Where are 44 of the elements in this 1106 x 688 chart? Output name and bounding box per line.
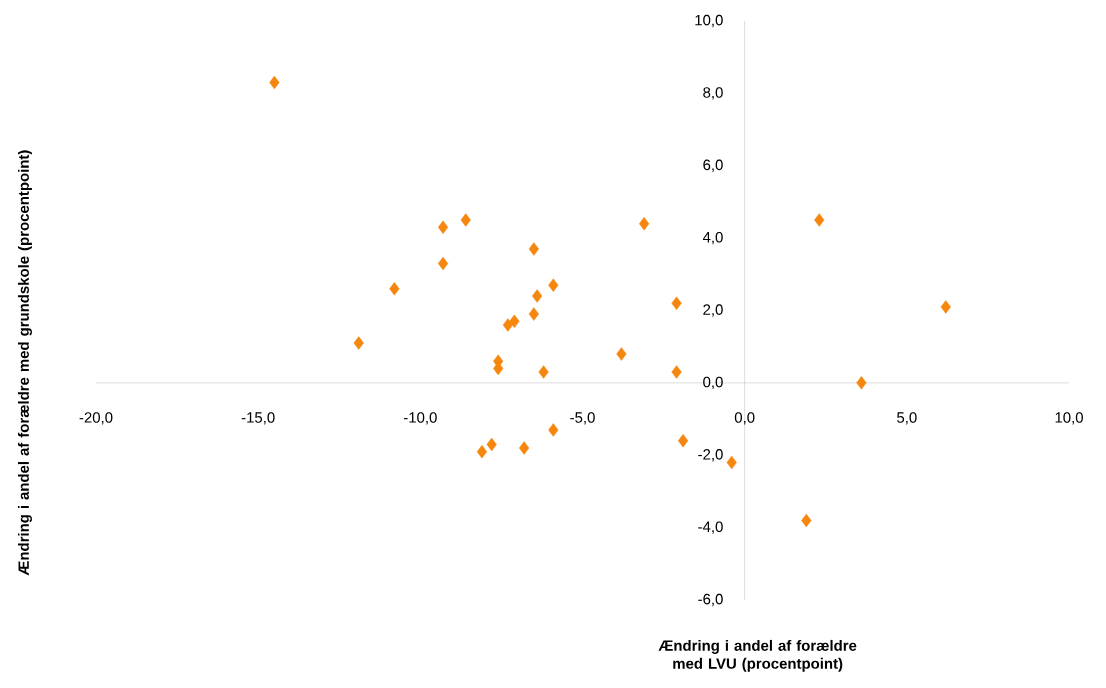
x-tick-label: 10,0 — [1055, 412, 1083, 425]
x-tick-label: -20,0 — [79, 412, 113, 425]
point — [528, 242, 539, 256]
point — [616, 347, 627, 361]
x-tick-label: -15,0 — [241, 412, 275, 425]
y-tick-label: 0,0 — [703, 376, 723, 390]
point — [476, 444, 488, 459]
point — [677, 434, 689, 448]
point — [437, 256, 449, 271]
y-axis-title: Ændring i andel af forældre med grundskole (procentpoint) — [17, 150, 32, 576]
point — [639, 216, 650, 231]
x-tick-label: -5,0 — [570, 412, 595, 425]
point — [726, 455, 737, 470]
point — [801, 513, 812, 528]
point — [940, 300, 951, 314]
y-tick-label: -2,0 — [698, 449, 723, 462]
point — [460, 213, 471, 227]
point — [671, 296, 682, 310]
y-tick-label: -4,0 — [698, 521, 723, 534]
point — [548, 278, 559, 292]
x-axis-title: Ændring i andel af forældre med LVU (procentpoint) — [658, 639, 857, 672]
point — [538, 365, 549, 379]
point — [532, 289, 543, 303]
point — [519, 441, 530, 455]
x-tick-label: 5,0 — [897, 412, 917, 425]
y-tick-label: 2,0 — [703, 304, 723, 317]
y-tick-label: 10,0 — [695, 14, 723, 28]
point — [548, 423, 559, 437]
point — [671, 365, 682, 379]
point — [269, 75, 280, 90]
point — [502, 318, 513, 332]
point — [437, 220, 449, 234]
y-tick-label: 6,0 — [703, 159, 723, 172]
y-tick-label: 8,0 — [703, 87, 723, 100]
point — [814, 213, 825, 227]
point — [528, 307, 539, 321]
point — [856, 376, 867, 390]
point — [486, 437, 497, 452]
y-tick-label: 4,0 — [702, 231, 723, 245]
x-tick-label: 0,0 — [734, 412, 755, 425]
point — [389, 282, 400, 296]
y-tick-label: -6,0 — [698, 593, 723, 607]
point — [353, 336, 364, 350]
x-tick-label: -10,0 — [403, 412, 437, 425]
